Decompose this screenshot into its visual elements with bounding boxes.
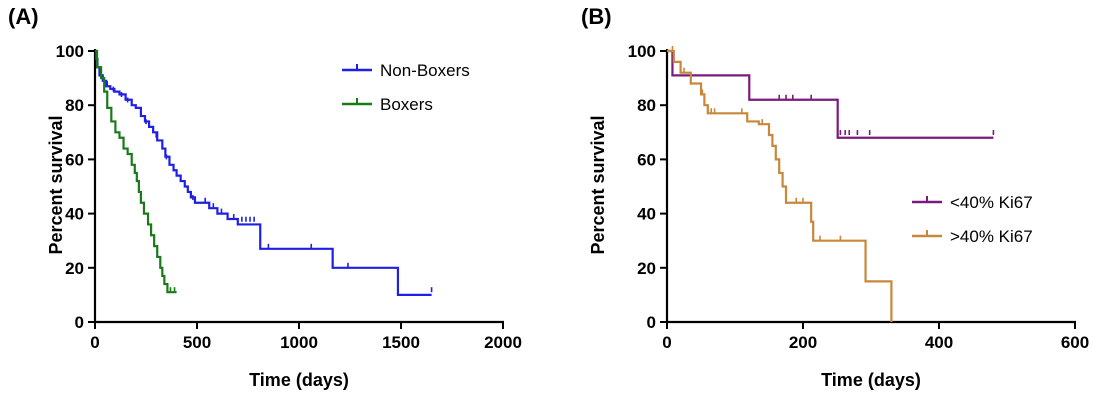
panel-label: (B) [581, 4, 612, 29]
survival-curve [667, 49, 994, 139]
y-axis-title: Percent survival [46, 115, 66, 254]
x-axis-title: Time (days) [821, 370, 921, 390]
survival-curve [95, 49, 177, 294]
ticks: 0 500 1000 1500 2000 0 20 40 60 80 100 [56, 42, 522, 352]
y-tick-label: 40 [637, 205, 656, 224]
y-tick-label: 80 [65, 96, 84, 115]
axes [665, 49, 1076, 324]
legend-label: >40% Ki67 [950, 227, 1033, 246]
y-tick-label: 80 [637, 96, 656, 115]
survival-curve [667, 49, 893, 322]
x-tick-label: 1000 [280, 333, 318, 352]
y-tick-label: 100 [628, 42, 656, 61]
survival-curve [94, 49, 432, 296]
axes [93, 49, 504, 324]
x-tick-label: 200 [789, 333, 817, 352]
legend-label: Non-Boxers [380, 61, 470, 80]
legend-label: <40% Ki67 [950, 193, 1033, 212]
x-tick-label: 500 [183, 333, 211, 352]
x-tick-label: 2000 [484, 333, 522, 352]
series-group [667, 46, 995, 322]
x-tick-label: 0 [90, 333, 99, 352]
x-axis-title: Time (days) [249, 370, 349, 390]
y-tick-label: 40 [65, 205, 84, 224]
x-tick-label: 600 [1061, 333, 1089, 352]
y-tick-label: 20 [637, 259, 656, 278]
ticks: 0 200 400 600 0 20 40 60 80 100 [628, 42, 1090, 352]
legend-label: Boxers [380, 95, 433, 114]
legend: <40% Ki67 >40% Ki67 [912, 193, 1033, 246]
y-tick-label: 0 [647, 313, 656, 332]
y-tick-label: 20 [65, 259, 84, 278]
panel-label: (A) [8, 4, 39, 29]
legend: Non-Boxers Boxers [342, 61, 470, 114]
y-tick-label: 100 [56, 42, 84, 61]
x-tick-label: 400 [925, 333, 953, 352]
y-tick-label: 0 [75, 313, 84, 332]
panel-b: (B) 0 200 400 600 0 20 40 60 80 100 Time (days) P… [581, 4, 1089, 390]
x-tick-label: 1500 [382, 333, 420, 352]
y-axis-title: Percent survival [588, 115, 608, 254]
y-tick-label: 60 [637, 150, 656, 169]
x-tick-label: 0 [662, 333, 671, 352]
series-group [94, 49, 433, 296]
panel-a: (A) 0 500 1000 1500 2000 0 20 40 60 80 100 Time (d… [8, 4, 522, 390]
y-tick-label: 60 [65, 150, 84, 169]
